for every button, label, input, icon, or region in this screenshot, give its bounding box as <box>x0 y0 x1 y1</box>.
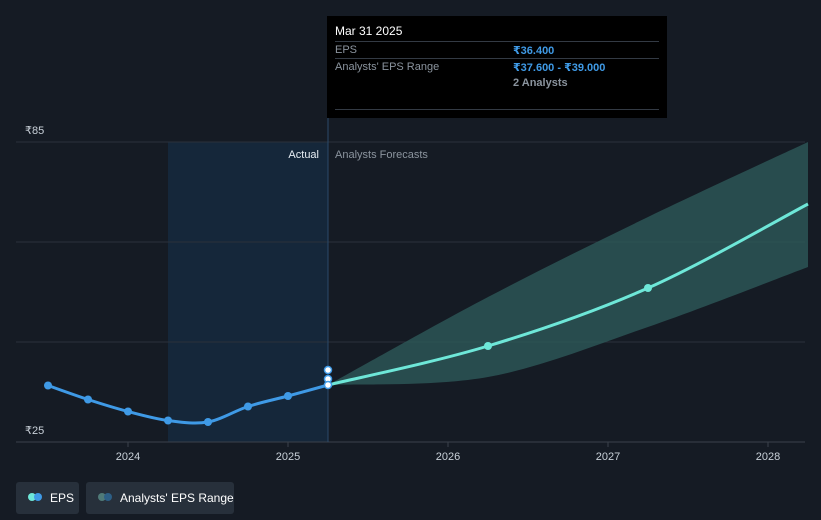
x-tick-label: 2025 <box>276 451 300 463</box>
x-tick-label: 2028 <box>756 451 780 463</box>
eps-point <box>244 402 252 411</box>
tooltip-range-row: Analysts' EPS Range ₹37.600 - ₹39.000 <box>335 58 659 76</box>
eps-dot-icon <box>34 493 42 501</box>
eps-point <box>284 392 292 400</box>
hover-marker <box>323 380 333 390</box>
legend-eps-label: EPS <box>50 491 75 505</box>
legend-range-label: Analysts' EPS Range <box>120 491 234 505</box>
tooltip-analysts-row: 2 Analysts <box>335 75 659 92</box>
eps-point <box>84 395 92 404</box>
x-tick-label: 2024 <box>116 451 140 463</box>
eps-range-area <box>328 142 808 385</box>
tooltip-eps-row: EPS ₹36.400 <box>335 41 659 59</box>
eps-point <box>204 418 212 426</box>
eps-point <box>124 407 132 416</box>
y-axis-bottom-label: ₹25 <box>25 425 44 437</box>
x-axis-ticks: 2024 2025 2026 2027 2028 <box>116 442 780 463</box>
eps-forecast-dot-icon <box>28 493 36 501</box>
x-tick-label: 2026 <box>436 451 460 463</box>
data-points <box>44 284 652 426</box>
tooltip-range-label: Analysts' EPS Range <box>335 61 440 73</box>
legend-eps-range[interactable]: Analysts' EPS Range <box>86 482 234 514</box>
tooltip-divider <box>335 109 659 110</box>
y-axis-top-label: ₹85 <box>25 125 44 137</box>
hover-marker <box>323 365 333 375</box>
tooltip-analysts: 2 Analysts <box>513 77 568 89</box>
tooltip-eps-value: ₹36.400 <box>513 45 555 57</box>
eps-forecast-line <box>327 202 809 387</box>
range-forecast-dot-icon <box>98 493 106 501</box>
legend-eps[interactable]: EPS <box>16 482 79 514</box>
tooltip-eps-label: EPS <box>335 44 358 56</box>
eps-point <box>44 381 52 390</box>
x-tick-label: 2027 <box>596 451 620 463</box>
eps-point <box>164 416 172 425</box>
eps-forecast-point <box>644 284 652 292</box>
actual-region-shade <box>168 142 328 442</box>
actual-label: Actual <box>288 149 319 161</box>
tooltip: Mar 31 2025 EPS ₹36.400 Analysts' EPS Ra… <box>327 16 667 118</box>
eps-forecast-point <box>484 342 492 350</box>
forecast-label: Analysts Forecasts <box>335 149 428 161</box>
tooltip-range-value: ₹37.600 - ₹39.000 <box>513 62 606 74</box>
range-dot-icon <box>104 493 112 501</box>
tooltip-date: Mar 31 2025 <box>335 24 403 38</box>
